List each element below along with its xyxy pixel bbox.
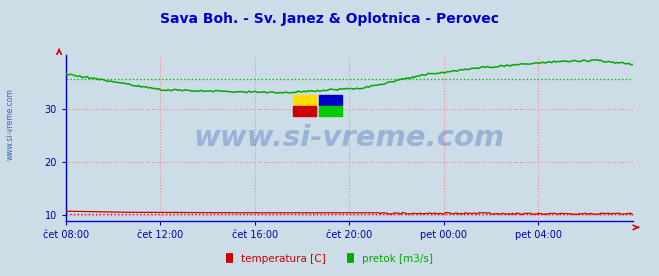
- Text: www.si-vreme.com: www.si-vreme.com: [194, 124, 505, 152]
- Legend: temperatura [C], pretok [m3/s]: temperatura [C], pretok [m3/s]: [221, 250, 438, 268]
- Text: Sava Boh. - Sv. Janez & Oplotnica - Perovec: Sava Boh. - Sv. Janez & Oplotnica - Pero…: [160, 12, 499, 26]
- Text: www.si-vreme.com: www.si-vreme.com: [5, 88, 14, 160]
